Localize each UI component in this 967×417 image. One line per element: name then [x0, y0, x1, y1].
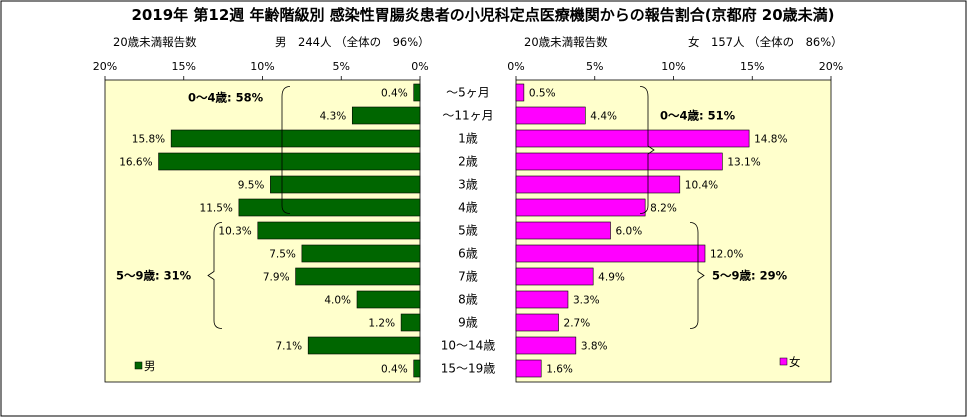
female-legend-swatch — [779, 357, 788, 366]
female-data-label: 2.7% — [564, 318, 591, 330]
male-bar — [170, 129, 421, 148]
male-bar — [356, 290, 421, 309]
female-bar — [515, 313, 559, 332]
male-data-label: 1.2% — [368, 318, 395, 330]
female-bar — [515, 359, 542, 378]
age-category-label: 〜5ヶ月 — [446, 86, 490, 100]
age-category-labels: 〜5ヶ月〜11ヶ月 1歳 2歳 3歳 4歳 5歳 6歳 7歳 8歳 9歳 10〜14歳 15〜19歳 — [441, 86, 496, 376]
age-category-label: 15〜19歳 — [441, 362, 496, 376]
age-category-label: 4歳 — [458, 201, 478, 215]
age-category-label: 8歳 — [458, 293, 478, 307]
female-bar — [515, 244, 706, 263]
male-x-tick-label: 5% — [333, 60, 350, 73]
male-chart: 20歳未満報告数 男 244人 （全体の 96%） 0% 5% 10% 15% 20% 0.4… — [93, 35, 430, 383]
male-legend-label: 男 — [144, 359, 156, 373]
male-data-label: 0.4% — [381, 364, 408, 376]
female-bar — [515, 267, 594, 286]
chart-title: 2019年 第12週 年齢階級別 感染性胃腸炎患者の小児科定点医療機関からの報告… — [131, 6, 834, 24]
age-category-label: 3歳 — [458, 178, 478, 192]
male-legend-swatch — [134, 361, 143, 370]
age-category-label: 7歳 — [458, 270, 478, 284]
male-bar — [295, 267, 421, 286]
female-bar — [515, 83, 525, 102]
male-data-label: 4.3% — [320, 111, 347, 123]
female-annotation-5-9: 5〜9歳: 29% — [712, 269, 788, 283]
male-bar — [400, 313, 421, 332]
male-data-label: 7.9% — [263, 272, 290, 284]
male-subtitle-right: 男 244人 （全体の 96%） — [275, 35, 430, 49]
female-data-label: 0.5% — [529, 88, 556, 100]
male-x-tick-label: 20% — [93, 60, 117, 73]
male-bar — [413, 83, 421, 102]
female-data-label: 1.6% — [546, 364, 573, 376]
female-chart: 20歳未満報告数 女 157人 （全体の 86%） 0% 5% 10% 15% 20% 0.5… — [507, 35, 843, 383]
female-subtitle-right: 女 157人 （全体の 86%） — [688, 35, 843, 49]
female-x-tick-label: 0% — [507, 60, 524, 73]
female-subtitle-left: 20歳未満報告数 — [524, 35, 608, 49]
male-x-tick-label: 0% — [411, 60, 428, 73]
age-category-label: 1歳 — [458, 132, 478, 146]
age-category-label: 6歳 — [458, 247, 478, 261]
female-data-label: 3.3% — [573, 295, 600, 307]
female-bar — [515, 221, 611, 240]
male-bar — [257, 221, 421, 240]
female-x-tick-label: 15% — [740, 60, 764, 73]
female-x-tick-label: 20% — [819, 60, 843, 73]
age-category-label: 2歳 — [458, 155, 478, 169]
age-category-label: 9歳 — [458, 316, 478, 330]
female-bar — [515, 336, 577, 355]
male-x-tick-label: 15% — [172, 60, 196, 73]
female-data-label: 4.4% — [590, 111, 617, 123]
male-bracket-0-4 — [281, 86, 291, 214]
male-data-label: 11.5% — [200, 203, 233, 215]
female-data-label: 12.0% — [710, 249, 743, 261]
male-annotation-5-9: 5〜9歳: 31% — [116, 269, 192, 283]
male-bracket-5-9 — [207, 222, 223, 329]
male-subtitle-left: 20歳未満報告数 — [113, 35, 197, 49]
male-data-label: 16.6% — [119, 157, 152, 169]
male-bar — [270, 175, 421, 194]
female-bar — [515, 129, 750, 148]
female-x-tick-label: 10% — [661, 60, 685, 73]
female-bar — [515, 106, 586, 125]
male-annotation-0-4: 0〜4歳: 58% — [188, 91, 264, 105]
female-bar — [515, 175, 681, 194]
male-data-label: 0.4% — [381, 88, 408, 100]
male-data-label: 7.5% — [269, 249, 296, 261]
female-data-label: 14.8% — [754, 134, 787, 146]
age-category-label: 〜11ヶ月 — [442, 109, 493, 123]
male-data-label: 15.8% — [132, 134, 165, 146]
female-legend-label: 女 — [789, 355, 801, 369]
female-bar — [515, 290, 569, 309]
male-x-tick-label: 10% — [250, 60, 274, 73]
male-bar — [307, 336, 421, 355]
female-data-label: 10.4% — [685, 180, 718, 192]
male-bar — [301, 244, 421, 263]
female-bracket-5-9 — [689, 222, 705, 329]
male-bar — [238, 198, 421, 217]
age-category-label: 10〜14歳 — [441, 339, 496, 353]
female-data-label: 8.2% — [650, 203, 677, 215]
male-data-label: 9.5% — [238, 180, 265, 192]
female-x-tick-label: 5% — [586, 60, 603, 73]
male-bar — [158, 152, 421, 171]
female-data-label: 6.0% — [616, 226, 643, 238]
female-data-label: 4.9% — [598, 272, 625, 284]
female-bar — [515, 198, 646, 217]
male-data-label: 10.3% — [218, 226, 251, 238]
male-data-label: 7.1% — [275, 341, 302, 353]
age-category-label: 5歳 — [458, 224, 478, 238]
female-bar — [515, 152, 723, 171]
male-data-label: 4.0% — [324, 295, 351, 307]
female-data-label: 13.1% — [727, 157, 760, 169]
male-bar — [413, 359, 421, 378]
male-bar — [351, 106, 421, 125]
female-bracket-0-4 — [639, 86, 655, 214]
female-data-label: 3.8% — [581, 341, 608, 353]
female-annotation-0-4: 0〜4歳: 51% — [660, 109, 736, 123]
